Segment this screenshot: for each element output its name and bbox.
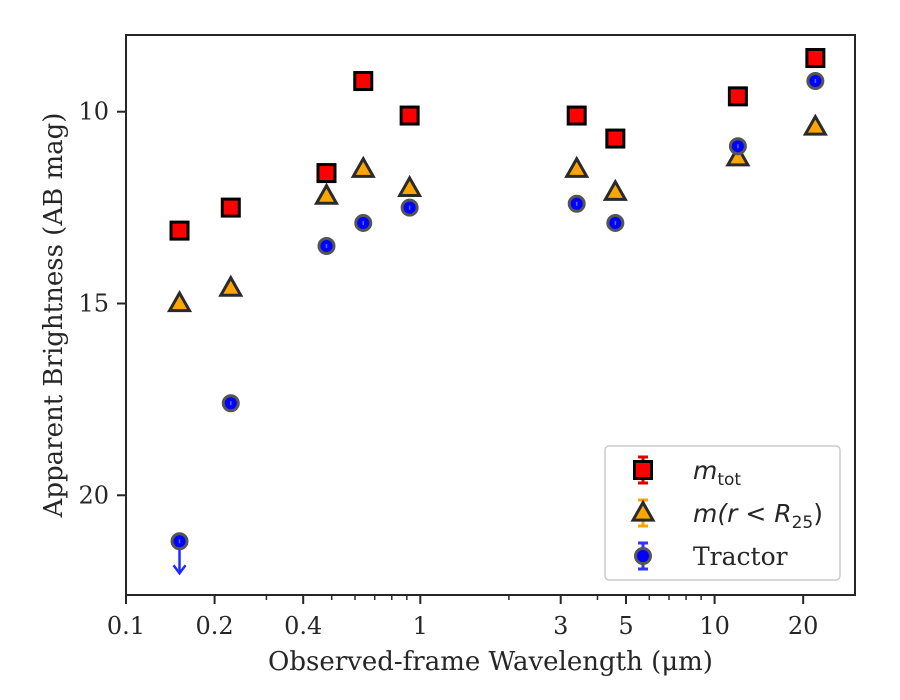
data-point-triangle — [564, 155, 590, 178]
x-tick-label: 0.1 — [107, 612, 145, 640]
legend-box — [604, 445, 841, 581]
legend: mtot m(r < R25) Tractor — [604, 445, 841, 581]
x-axis-label: Observed-frame Wavelength (μm) — [268, 647, 713, 677]
legend-label: Tractor — [693, 542, 788, 571]
y-tick-label: 10 — [78, 98, 109, 126]
data-point-triangle — [166, 290, 193, 313]
data-point-triangle — [218, 274, 244, 297]
data-point-square — [605, 128, 626, 149]
x-tick-label: 3 — [553, 612, 568, 640]
data-point-triangle — [397, 174, 423, 198]
data-point-square — [399, 105, 420, 126]
chart-marks — [166, 48, 828, 576]
x-tick-label: 0.2 — [196, 612, 234, 640]
data-point-triangle — [802, 113, 828, 136]
data-point-triangle — [725, 144, 751, 167]
data-point-square — [727, 86, 748, 107]
data-point-square — [805, 48, 826, 69]
data-point-square — [169, 220, 190, 241]
data-point-square — [316, 163, 337, 184]
plot-frame — [125, 34, 856, 596]
chart-axes: 0.1 0.2 0.4 1 3 5 10 20 10 15 20 — [78, 34, 856, 640]
data-point-triangle — [602, 178, 628, 201]
y-tick-label: 20 — [78, 481, 109, 509]
x-tick-label: 10 — [699, 612, 730, 640]
data-point-square — [353, 71, 374, 92]
x-tick-label: 0.4 — [284, 612, 322, 640]
data-point-triangle — [313, 182, 340, 205]
legend-marker-triangle — [630, 499, 656, 522]
legend-marker-circle — [634, 547, 652, 565]
x-tick-label: 1 — [413, 612, 428, 640]
y-axis-label: Apparent Brightness (AB mag) — [39, 113, 69, 519]
x-tick-label: 5 — [618, 612, 633, 640]
data-point-triangle — [350, 155, 376, 178]
upper-limit-arrowhead — [172, 564, 187, 576]
legend-label: mtot — [693, 456, 741, 490]
data-point-square — [220, 197, 241, 218]
data-point-square — [566, 105, 587, 126]
x-tick-label: 20 — [788, 612, 819, 640]
legend-marker-square — [633, 460, 653, 480]
legend-label: m(r < R25) — [693, 499, 823, 533]
y-tick-label: 15 — [78, 289, 109, 317]
